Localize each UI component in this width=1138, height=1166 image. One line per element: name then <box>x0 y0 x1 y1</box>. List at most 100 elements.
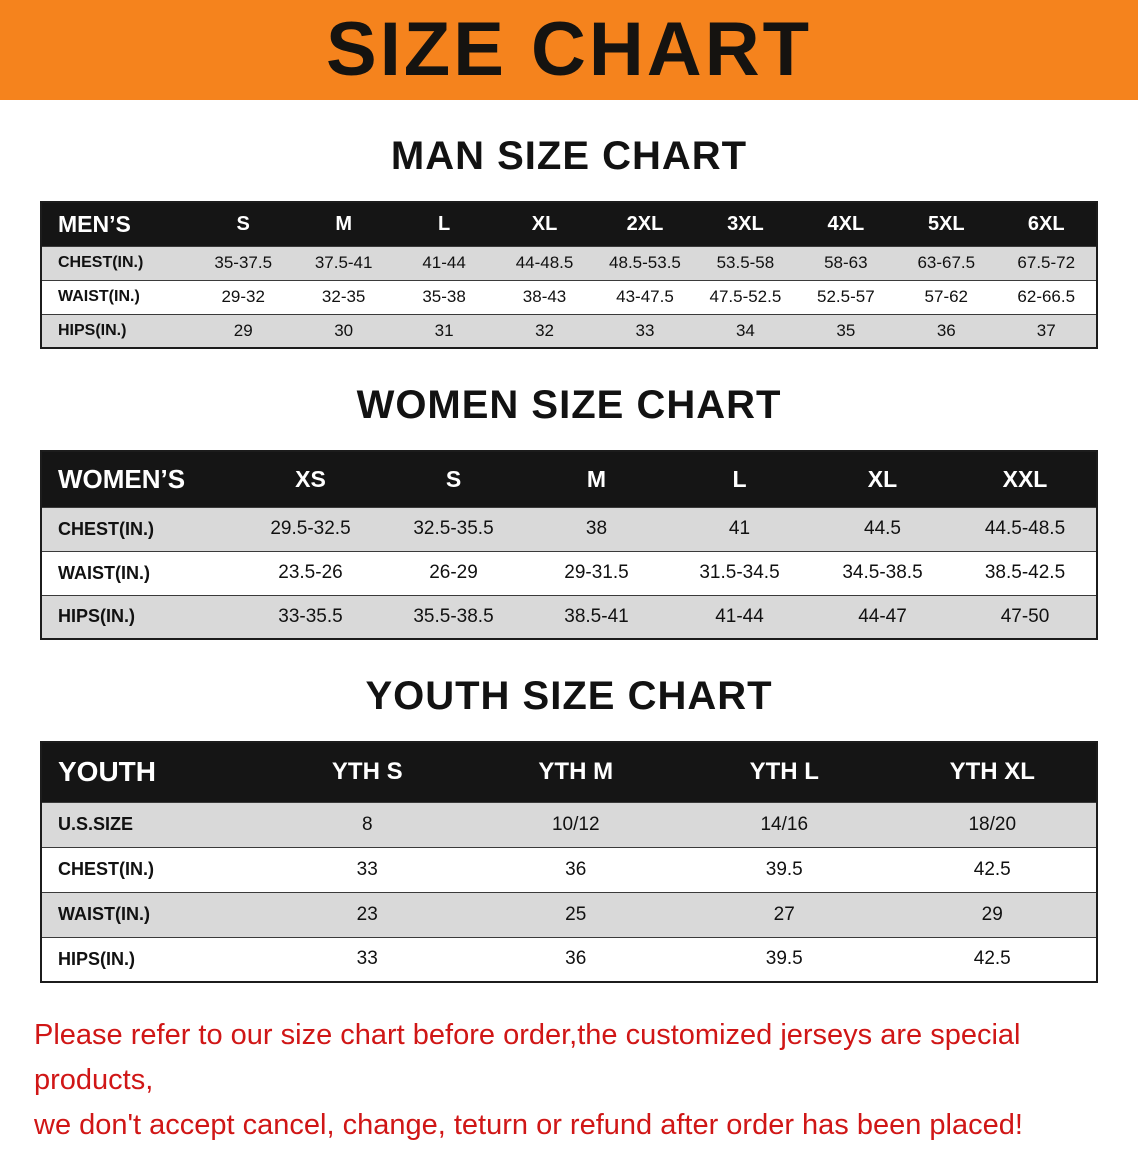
measurement-label: HIPS(IN.) <box>58 948 136 969</box>
measurement-row: U.S.SIZE 8 10/12 14/16 18/20 <box>41 802 1097 847</box>
women-table-title: WOMEN’S <box>41 451 239 507</box>
youth-size-section: YOUTH SIZE CHART YOUTH YTH S YTH M YTH L YTH … <box>0 674 1138 983</box>
measurement-value: 33 <box>356 948 378 970</box>
measurement-value: 27 <box>773 903 795 925</box>
measurement-value: 39.5 <box>765 858 803 880</box>
measurement-label: CHEST(IN.) <box>58 859 154 879</box>
measurement-value: 42.5 <box>973 948 1011 970</box>
measurement-value: 23 <box>356 903 378 925</box>
men-size-table: MEN’S S M L XL 2XL 3XL 4XL 5XL 6XL CHEST(IN.) 35-37… <box>40 201 1098 349</box>
size-column-header: M <box>293 202 394 246</box>
measurement-value: 29 <box>233 320 253 340</box>
measurement-row: HIPS(IN.) 29 30 31 32 33 34 35 36 37 <box>41 314 1097 348</box>
measurement-label: HIPS(IN.) <box>58 321 127 339</box>
measurement-value: 8 <box>361 813 373 835</box>
women-header-row: WOMEN’S XS S M L XL XXL <box>41 451 1097 507</box>
measurement-value: 38.5-42.5 <box>984 562 1066 583</box>
measurement-value: 32.5-35.5 <box>413 518 494 539</box>
measurement-value: 29-31.5 <box>564 562 629 583</box>
youth-header-row: YOUTH YTH S YTH M YTH L YTH XL <box>41 742 1097 802</box>
measurement-value: 35-37.5 <box>214 253 273 272</box>
measurement-label: CHEST(IN.) <box>58 518 154 539</box>
measurement-value: 38 <box>585 518 608 539</box>
youth-size-chart-heading: YOUTH SIZE CHART <box>365 674 773 718</box>
measurement-value: 37 <box>1036 320 1056 340</box>
measurement-value: 39.5 <box>765 948 803 970</box>
measurement-row: CHEST(IN.) 35-37.5 37.5-41 41-44 44-48.5 48.5… <box>41 246 1097 280</box>
measurement-value: 63-67.5 <box>917 253 976 272</box>
measurement-value: 52.5-57 <box>817 287 875 306</box>
measurement-row: CHEST(IN.) 29.5-32.5 32.5-35.5 38 41 44.5 44.5… <box>41 507 1097 551</box>
measurement-value: 23.5-26 <box>278 562 343 583</box>
measurement-value: 35.5-38.5 <box>413 605 494 627</box>
youth-table-title: YOUTH <box>41 742 263 802</box>
measurement-value: 48.5-53.5 <box>609 253 681 272</box>
measurement-row: HIPS(IN.) 33 36 39.5 42.5 <box>41 937 1097 982</box>
size-column-header: XL <box>811 451 954 507</box>
size-column-header: 3XL <box>695 202 796 246</box>
measurement-value: 31.5-34.5 <box>699 562 780 583</box>
measurement-value: 38.5-41 <box>564 605 629 627</box>
measurement-value: 44.5 <box>864 518 901 539</box>
measurement-label: CHEST(IN.) <box>58 254 144 271</box>
measurement-value: 29-32 <box>221 287 265 306</box>
men-size-chart-heading: MAN SIZE CHART <box>390 134 748 178</box>
measurement-label: WAIST(IN.) <box>58 562 150 583</box>
page-title: SIZE CHART <box>326 7 812 92</box>
size-column-header: YTH S <box>263 742 472 802</box>
youth-size-table: YOUTH YTH S YTH M YTH L YTH XL U.S.SIZE 8 10/12… <box>40 741 1098 983</box>
measurement-value: 57-62 <box>924 287 969 306</box>
measurement-value: 33 <box>635 320 655 340</box>
size-column-header: S <box>382 451 525 507</box>
measurement-value: 44-47 <box>858 605 907 627</box>
measurement-value: 41 <box>728 518 751 539</box>
measurement-value: 42.5 <box>973 858 1011 880</box>
measurement-row: WAIST(IN.) 23 25 27 29 <box>41 892 1097 937</box>
measurement-value: 25 <box>565 903 587 925</box>
size-column-header: XXL <box>954 451 1097 507</box>
measurement-value: 10/12 <box>551 813 600 835</box>
measurement-value: 34 <box>735 320 755 340</box>
women-size-table: WOMEN’S XS S M L XL XXL CHEST(IN.) 29.5-32.5 32.5… <box>40 450 1098 640</box>
size-column-header: 2XL <box>594 202 696 246</box>
women-size-section: WOMEN SIZE CHART WOMEN’S XS S M L XL XXL CHEST(I… <box>0 383 1138 640</box>
measurement-value: 32 <box>535 320 554 340</box>
size-column-header: L <box>668 451 811 507</box>
measurement-value: 32-35 <box>321 287 366 306</box>
measurement-value: 44-48.5 <box>515 253 574 272</box>
measurement-value: 62-66.5 <box>1017 287 1076 306</box>
measurement-value: 41-44 <box>715 605 764 627</box>
size-column-header: 6XL <box>996 202 1097 246</box>
measurement-value: 33 <box>356 858 378 880</box>
size-column-header: YTH M <box>471 742 680 802</box>
measurement-value: 37.5-41 <box>314 253 373 272</box>
measurement-value: 30 <box>334 320 354 340</box>
measurement-value: 44.5-48.5 <box>984 518 1066 539</box>
women-size-chart-heading: WOMEN SIZE CHART <box>356 383 782 427</box>
measurement-value: 36 <box>936 320 956 340</box>
measurement-value: 35 <box>836 320 856 340</box>
size-column-header: XS <box>239 451 382 507</box>
size-column-header: 4XL <box>795 202 897 246</box>
measurement-value: 33-35.5 <box>278 605 343 627</box>
measurement-value: 18/20 <box>968 813 1017 835</box>
measurement-row: CHEST(IN.) 33 36 39.5 42.5 <box>41 847 1097 892</box>
measurement-value: 26-29 <box>429 562 478 583</box>
size-column-header: L <box>393 202 495 246</box>
measurement-value: 58-63 <box>824 253 868 272</box>
size-column-header: YTH L <box>680 742 889 802</box>
measurement-label: U.S.SIZE <box>58 814 134 834</box>
measurement-value: 38-43 <box>522 287 567 306</box>
men-header-row: MEN’S S M L XL 2XL 3XL 4XL 5XL 6XL <box>41 202 1097 246</box>
measurement-value: 53.5-58 <box>716 253 775 272</box>
measurement-value: 47-50 <box>1000 605 1050 627</box>
size-column-header: 5XL <box>896 202 997 246</box>
men-size-section: MAN SIZE CHART MEN’S S M L XL 2XL 3XL 4XL 5XL 6XL C… <box>0 134 1138 349</box>
disclaimer: Please refer to our size chart before or… <box>0 1013 1138 1148</box>
measurement-label: HIPS(IN.) <box>58 606 136 627</box>
measurement-value: 43-47.5 <box>616 287 674 306</box>
measurement-value: 34.5-38.5 <box>842 562 923 583</box>
size-column-header: XL <box>494 202 595 246</box>
measurement-value: 29.5-32.5 <box>270 518 351 539</box>
